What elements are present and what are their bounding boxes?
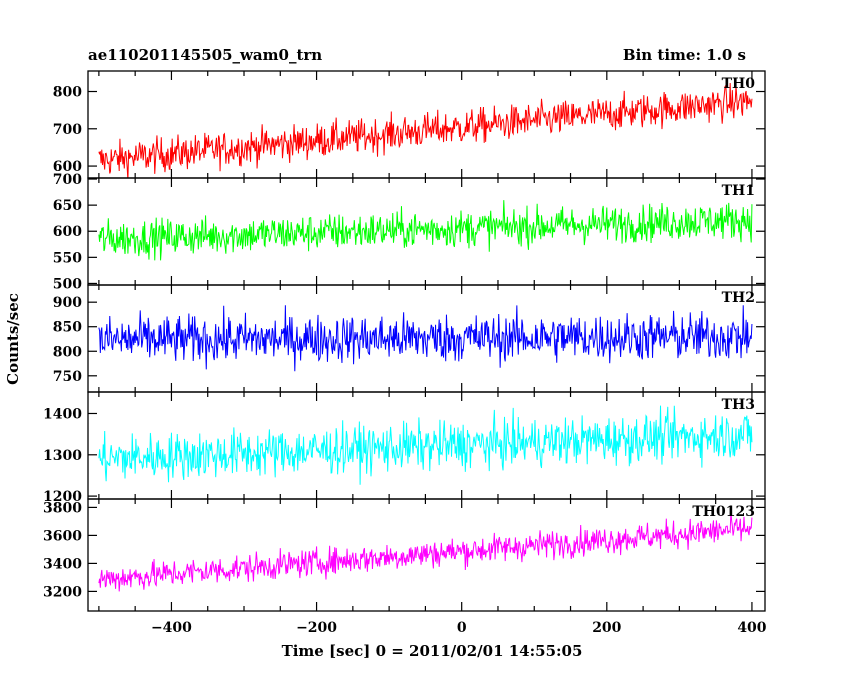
y-tick-label: 3800 (43, 500, 82, 516)
y-tick-label: 1200 (43, 489, 82, 505)
y-tick-label: 3600 (43, 528, 82, 544)
y-tick-label: 3200 (43, 584, 82, 600)
x-tick-label: 200 (592, 620, 621, 636)
x-tick-label: −200 (296, 620, 337, 636)
y-tick-label: 1300 (43, 448, 82, 464)
y-tick-label: 750 (53, 369, 82, 385)
y-tick-label: 3400 (43, 556, 82, 572)
x-tick-label: −400 (151, 620, 192, 636)
series-line-th0123 (98, 511, 753, 592)
y-tick-label: 850 (53, 320, 82, 336)
series-line-th1 (98, 200, 753, 261)
y-tick-label: 900 (53, 295, 82, 311)
y-tick-label: 800 (53, 85, 82, 101)
x-tick-label: 0 (457, 620, 467, 636)
panel-name-th3: TH3 (722, 397, 755, 413)
panel-name-th0: TH0 (722, 76, 756, 92)
series-line-th3 (98, 405, 753, 485)
panel-name-th0123: TH0123 (692, 504, 755, 520)
y-tick-label: 650 (53, 198, 82, 214)
y-tick-label: 600 (53, 224, 82, 240)
x-axis-label: Time [sec] 0 = 2011/02/01 14:55:05 (282, 642, 583, 660)
y-axis-label: Counts/sec (4, 293, 22, 385)
panel-name-th1: TH1 (722, 183, 755, 199)
y-tick-label: 800 (53, 344, 82, 360)
chart-title-right: Bin time: 1.0 s (623, 46, 746, 64)
panels-group: 600700800TH0500550600650700TH17508008509… (43, 70, 767, 636)
panel-frame-th0123 (87, 498, 766, 612)
chart-title-left: ae110201145505_wam0_trn (88, 46, 322, 64)
y-tick-label: 1400 (43, 406, 82, 422)
y-tick-label: 550 (53, 250, 82, 266)
y-tick-label: 500 (53, 276, 82, 292)
panel-name-th2: TH2 (722, 290, 755, 306)
y-tick-label: 700 (53, 122, 82, 138)
x-tick-label: 400 (737, 620, 766, 636)
series-line-th0 (98, 82, 753, 178)
y-tick-label: 700 (53, 172, 82, 188)
y-tick-label: 600 (53, 159, 82, 175)
series-line-th2 (98, 305, 753, 372)
